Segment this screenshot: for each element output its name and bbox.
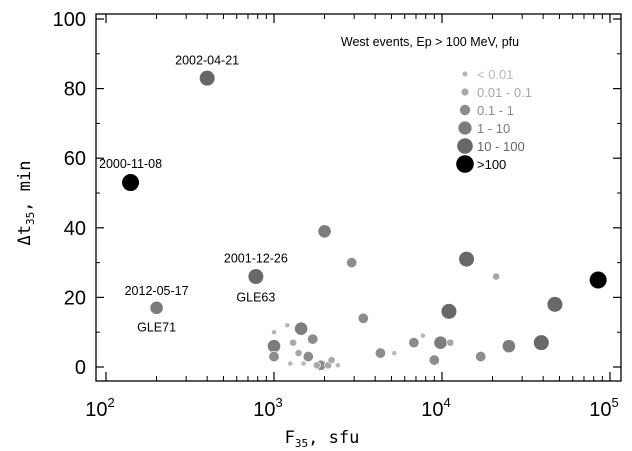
data-point xyxy=(458,251,475,268)
data-point xyxy=(446,338,455,347)
legend-label: < 0.01 xyxy=(477,67,514,82)
x-axis-title-sub: 35 xyxy=(295,437,308,450)
x-tick-base: 10 xyxy=(85,399,107,421)
data-point xyxy=(300,360,307,367)
annotations: 2002-04-21 2000-11-08 2001-12-26 GLE63 2012-… xyxy=(99,53,288,334)
y-tick-label: 80 xyxy=(64,79,86,101)
x-tick-base: 10 xyxy=(589,399,611,421)
data-point xyxy=(247,268,264,285)
legend-marker xyxy=(458,121,472,135)
data-point xyxy=(433,335,448,350)
data-point xyxy=(312,361,321,370)
data-point xyxy=(271,329,277,336)
data-point xyxy=(428,354,440,366)
annotation-label: 2000-11-08 xyxy=(99,157,162,171)
plot-frame xyxy=(95,13,622,382)
data-point xyxy=(408,337,420,349)
y-tick-label: 0 xyxy=(75,357,86,379)
data-point xyxy=(294,349,303,357)
x-axis-title-base: F xyxy=(285,428,295,448)
y-tick-label: 20 xyxy=(64,287,86,309)
legend-marker xyxy=(456,155,474,173)
data-point xyxy=(199,70,216,87)
data-point xyxy=(327,356,336,364)
legend-label: 0.01 - 0.1 xyxy=(477,85,532,100)
legend-label: 1 - 10 xyxy=(477,121,510,136)
data-point xyxy=(440,303,458,320)
data-point xyxy=(420,332,426,339)
x-tick-exp: 2 xyxy=(108,395,115,410)
y-axis-title-sub: 35 xyxy=(24,212,37,225)
x-tick-label: 104 xyxy=(421,395,450,421)
legend: West events, Ep > 100 MeV, pfu < 0.01 0.01… xyxy=(341,35,532,173)
annotation-label: 2012-05-17 xyxy=(125,284,189,298)
legend-label: >100 xyxy=(477,157,506,172)
y-axis-title: Δt35, min xyxy=(15,161,37,246)
y-axis-title-unit: , min xyxy=(15,161,35,212)
data-point xyxy=(501,339,516,354)
legend-title: West events, Ep > 100 MeV, pfu xyxy=(341,35,519,49)
data-point xyxy=(475,351,487,363)
annotation-label: 2002-04-21 xyxy=(175,53,239,67)
x-tick-label: 103 xyxy=(253,395,282,421)
x-tick-exp: 4 xyxy=(444,395,451,410)
legend-marker xyxy=(461,88,469,96)
data-point xyxy=(284,322,291,329)
data-point xyxy=(268,351,280,363)
x-tick-base: 10 xyxy=(253,399,275,421)
data-points xyxy=(121,70,608,371)
annotation-label: GLE71 xyxy=(137,320,176,334)
x-tick-label: 102 xyxy=(85,395,114,421)
x-axis-title-unit: , sfu xyxy=(308,428,359,448)
data-point xyxy=(533,334,550,351)
legend-label: 0.1 - 1 xyxy=(477,103,514,118)
data-point xyxy=(302,351,314,363)
legend-marker xyxy=(462,71,468,77)
annotation-label: 2001-12-26 xyxy=(224,252,288,266)
data-point xyxy=(589,270,608,290)
y-tick-label: 40 xyxy=(64,218,86,240)
y-tick-label: 100 xyxy=(53,9,86,31)
x-tick-label: 105 xyxy=(589,395,618,421)
y-tick-label: 60 xyxy=(64,148,86,170)
x-tick-base: 10 xyxy=(421,399,443,421)
data-point xyxy=(267,339,281,354)
x-axis-title: F35, sfu xyxy=(285,428,360,450)
data-point xyxy=(289,338,298,347)
data-point xyxy=(492,272,501,281)
x-tick-exp: 3 xyxy=(276,395,283,410)
data-point xyxy=(391,350,398,356)
data-point xyxy=(294,321,309,336)
annotation-label: GLE63 xyxy=(236,290,275,304)
y-axis-title-base: Δt xyxy=(15,225,35,245)
data-point xyxy=(334,362,341,369)
data-point xyxy=(546,296,564,313)
data-point xyxy=(307,333,319,345)
legend-marker xyxy=(457,138,473,154)
axis-ticks xyxy=(96,14,621,381)
data-point xyxy=(374,347,386,359)
data-point xyxy=(287,360,294,367)
data-point xyxy=(121,173,140,192)
data-point xyxy=(346,257,358,269)
data-point xyxy=(149,300,164,315)
data-point xyxy=(357,312,369,324)
legend-marker xyxy=(459,104,471,116)
legend-label: 10 - 100 xyxy=(477,139,525,154)
x-tick-exp: 5 xyxy=(612,395,619,410)
data-point xyxy=(317,224,332,239)
